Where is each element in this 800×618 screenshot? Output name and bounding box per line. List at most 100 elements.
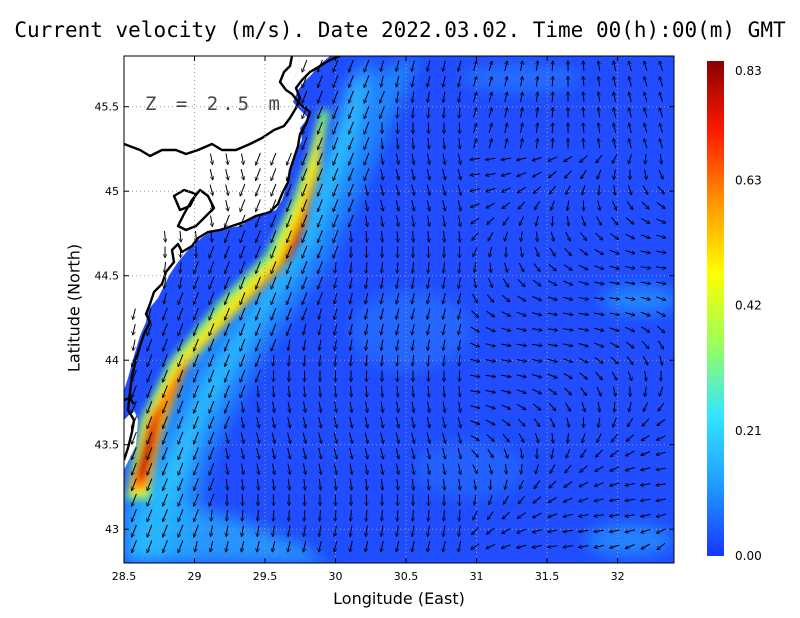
velocity-arrow: [656, 513, 666, 517]
velocity-arrow: [241, 463, 243, 475]
velocity-arrow: [397, 525, 399, 537]
velocity-arrow: [549, 247, 555, 256]
velocity-arrow: [565, 231, 570, 241]
velocity-arrow: [226, 525, 228, 537]
velocity-arrow: [257, 478, 258, 490]
velocity-arrow: [147, 540, 153, 552]
velocity-arrow: [656, 468, 667, 470]
velocity-arrow: [412, 401, 414, 413]
velocity-arrow: [473, 510, 478, 520]
velocity-arrow: [443, 91, 445, 103]
velocity-arrow: [611, 433, 618, 442]
velocity-arrow: [411, 448, 415, 459]
velocity-arrow: [256, 292, 261, 304]
velocity-arrow: [625, 529, 635, 533]
velocity-arrow: [599, 184, 600, 195]
velocity-arrow: [397, 339, 399, 351]
velocity-arrow: [612, 386, 615, 397]
velocity-arrow: [519, 216, 525, 225]
velocity-arrow: [271, 276, 277, 289]
velocity-arrow: [302, 448, 306, 459]
velocity-arrow: [349, 199, 354, 211]
y-tick-label: 45: [105, 185, 119, 198]
velocity-arrow: [382, 385, 383, 397]
velocity-arrow: [578, 313, 589, 315]
velocity-arrow: [349, 214, 354, 227]
velocity-arrow: [381, 354, 382, 366]
velocity-arrow: [532, 156, 542, 160]
velocity-arrow: [395, 169, 399, 180]
velocity-arrow: [381, 541, 384, 552]
velocity-arrow: [319, 339, 321, 351]
y-tick-label: 43.5: [95, 439, 120, 452]
velocity-arrow: [501, 158, 512, 160]
y-axis-label: Latitude (North): [64, 243, 84, 373]
velocity-arrow: [163, 447, 168, 459]
velocity-arrow: [629, 123, 632, 133]
velocity-arrow: [381, 293, 384, 304]
velocity-arrow: [641, 484, 651, 486]
velocity-arrow: [395, 417, 398, 428]
velocity-arrow: [459, 354, 460, 366]
velocity-arrow: [659, 386, 664, 396]
velocity-arrow: [474, 262, 475, 273]
velocity-arrow: [614, 401, 615, 412]
velocity-arrow: [536, 92, 537, 103]
velocity-arrow: [211, 230, 212, 242]
velocity-arrow: [413, 385, 414, 397]
velocity-arrow: [552, 92, 553, 103]
velocity-arrow: [209, 493, 215, 506]
velocity-arrow: [366, 215, 368, 227]
velocity-arrow: [643, 402, 649, 412]
velocity-arrow: [164, 277, 166, 289]
velocity-arrow: [350, 478, 351, 490]
velocity-arrow: [256, 214, 261, 227]
velocity-arrow: [532, 312, 542, 316]
velocity-arrow: [318, 214, 323, 227]
velocity-arrow: [334, 463, 336, 475]
velocity-arrow: [548, 263, 556, 271]
velocity-arrow: [147, 338, 153, 351]
velocity-arrow: [302, 261, 308, 273]
velocity-arrow: [658, 169, 663, 179]
velocity-arrow: [258, 509, 259, 521]
velocity-arrow: [178, 524, 184, 537]
velocity-arrow: [303, 541, 307, 552]
velocity-arrow: [580, 387, 587, 395]
velocity-arrow: [318, 245, 323, 258]
velocity-arrow: [504, 231, 509, 241]
velocity-arrow: [335, 354, 336, 366]
velocity-arrow: [532, 360, 542, 362]
velocity-arrow: [288, 354, 289, 366]
velocity-arrow: [178, 369, 184, 382]
velocity-arrow: [488, 231, 494, 241]
velocity-arrow: [548, 530, 558, 532]
velocity-arrow: [582, 433, 586, 443]
velocity-arrow: [427, 293, 431, 304]
velocity-arrow: [474, 494, 475, 505]
velocity-arrow: [457, 448, 461, 459]
velocity-arrow: [427, 324, 431, 335]
velocity-arrow: [412, 261, 413, 273]
velocity-arrow: [318, 199, 323, 211]
velocity-arrow: [380, 417, 383, 428]
velocity-arrow: [517, 295, 525, 301]
velocity-arrow: [180, 230, 181, 242]
velocity-arrow: [397, 91, 399, 103]
velocity-arrow: [626, 356, 633, 365]
velocity-arrow: [256, 199, 261, 211]
velocity-arrow: [502, 201, 511, 208]
velocity-arrow: [242, 525, 244, 537]
velocity-arrow: [211, 215, 213, 227]
plot-frame: [123, 55, 675, 564]
velocity-arrow: [656, 311, 666, 317]
velocity-arrow: [412, 277, 414, 289]
velocity-arrow: [518, 262, 524, 272]
figure-title: Current velocity (m/s). Date 2022.03.02.…: [14, 18, 786, 42]
velocity-arrow: [598, 61, 600, 72]
velocity-arrow: [488, 92, 492, 102]
velocity-arrow: [351, 385, 352, 397]
velocity-arrow: [501, 311, 511, 317]
velocity-arrow: [287, 199, 292, 211]
velocity-arrow: [349, 106, 354, 118]
